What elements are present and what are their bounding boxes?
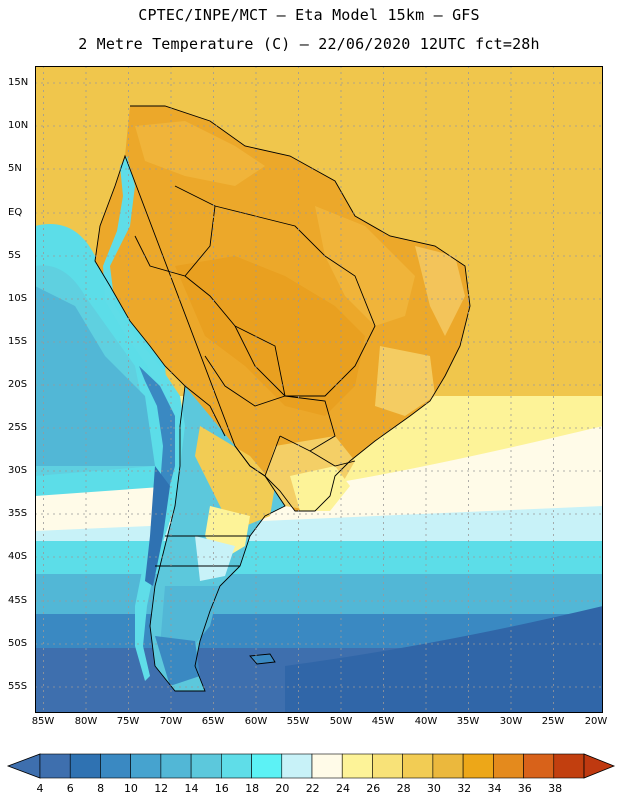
lon-label: 55W (286, 716, 310, 727)
lon-label: 45W (371, 716, 395, 727)
lon-label: 50W (329, 716, 353, 727)
lon-label: 75W (116, 716, 140, 727)
colorbar-label: 18 (245, 782, 260, 795)
colorbar-cell (553, 753, 585, 779)
colorbar-cell (251, 753, 283, 779)
colorbar-label: 10 (123, 782, 138, 795)
colorbar-label: 20 (275, 782, 290, 795)
colorbar-cell (190, 753, 222, 779)
colorbar-cell (100, 753, 131, 779)
colorbar-under-arrow (6, 753, 41, 779)
colorbar-cell (462, 753, 494, 779)
lon-label: 40W (414, 716, 438, 727)
lat-label: 55S (8, 681, 28, 692)
colorbar-cell (341, 753, 373, 779)
temperature-map (35, 66, 603, 713)
colorbar-label: 4 (36, 782, 44, 795)
colorbar-cell (130, 753, 162, 779)
lat-label: 5S (8, 250, 21, 261)
colorbar-cell (523, 753, 555, 779)
lon-label: 80W (74, 716, 98, 727)
lat-label: 50S (8, 638, 28, 649)
lat-label: 35S (8, 508, 28, 519)
map-title: CPTEC/INPE/MCT – Eta Model 15km – GFS (138, 6, 480, 24)
colorbar-cell (311, 753, 343, 779)
colorbar-label: 6 (66, 782, 74, 795)
colorbar-label: 36 (517, 782, 532, 795)
colorbar-label: 30 (426, 782, 441, 795)
lon-label: 65W (201, 716, 225, 727)
lon-label: 35W (456, 716, 480, 727)
colorbar-cell (69, 753, 101, 779)
colorbar-label: 26 (366, 782, 381, 795)
colorbar-label: 22 (305, 782, 320, 795)
colorbar-cell (221, 753, 252, 779)
lat-label: 10N (8, 120, 29, 131)
colorbar-cell (402, 753, 434, 779)
colorbar-cell (493, 753, 524, 779)
lat-label: 20S (8, 379, 28, 390)
colorbar-label: 28 (396, 782, 411, 795)
colorbar-label: 12 (154, 782, 169, 795)
map-subtitle: 2 Metre Temperature (C) – 22/06/2020 12U… (78, 35, 540, 53)
colorbar-label: 8 (97, 782, 105, 795)
lat-label: 25S (8, 422, 28, 433)
colorbar-cell (372, 753, 403, 779)
colorbar-cell (39, 753, 71, 779)
lon-label: 70W (159, 716, 183, 727)
map-frame (35, 66, 603, 713)
lat-label: 15N (8, 77, 29, 88)
colorbar-label: 34 (487, 782, 502, 795)
colorbar-label: 14 (184, 782, 199, 795)
colorbar-cell (160, 753, 192, 779)
temperature-colorbar (6, 753, 616, 779)
graticule (35, 66, 603, 713)
lat-label: 40S (8, 551, 28, 562)
colorbar-label: 32 (457, 782, 472, 795)
colorbar-cell (432, 753, 464, 779)
ocean-band-12 (35, 574, 603, 619)
country-borders (94, 105, 471, 692)
colorbar-label: 38 (548, 782, 563, 795)
lat-label: 15S (8, 336, 28, 347)
lat-label: 5N (8, 163, 22, 174)
lon-label: 30W (499, 716, 523, 727)
lon-label: 25W (541, 716, 565, 727)
colorbar-label: 16 (214, 782, 229, 795)
lon-label: 85W (31, 716, 55, 727)
colorbar-over-arrow (583, 753, 616, 779)
lat-label: 30S (8, 465, 28, 476)
lon-label: 60W (244, 716, 268, 727)
lat-label: 45S (8, 595, 28, 606)
colorbar-label: 24 (336, 782, 350, 795)
lon-label: 20W (584, 716, 608, 727)
colorbar-cell (281, 753, 313, 779)
lat-label: EQ (8, 207, 23, 218)
lat-label: 10S (8, 293, 28, 304)
